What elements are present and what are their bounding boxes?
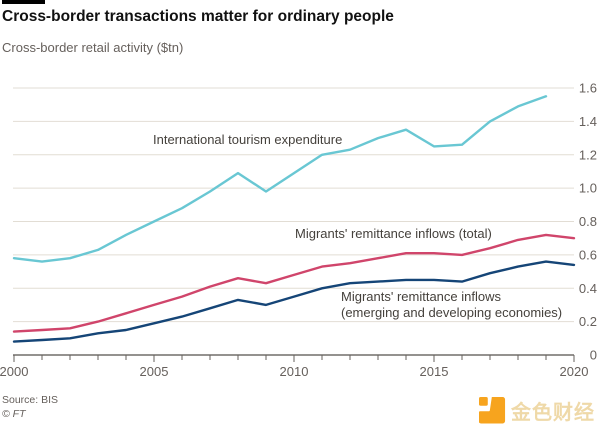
watermark: 金色财经 <box>479 395 595 425</box>
y-tick-label: 1.4 <box>579 114 597 129</box>
chart-subtitle: Cross-border retail activity ($tn) <box>2 40 184 55</box>
y-tick-label: 1.0 <box>579 181 597 196</box>
y-tick-label: 0.6 <box>579 247 597 262</box>
copyright-note: © FT <box>2 408 26 420</box>
y-tick-label: 1.2 <box>579 147 597 162</box>
line-chart: 0 0.2 0.4 0.6 0.8 1.0 1.2 1.4 1.6 2000 2005 2010 201… <box>0 81 597 380</box>
series-line <box>12 95 548 263</box>
source-note: Source: BIS <box>2 394 59 406</box>
x-tick-label: 2020 <box>560 364 589 379</box>
watermark-text: 金色财经 <box>511 401 595 424</box>
x-tick-label: 2015 <box>420 364 449 379</box>
y-tick-label: 0 <box>590 348 597 363</box>
jinse-logo-icon <box>479 396 506 423</box>
y-tick-label: 0.8 <box>579 214 597 229</box>
y-tick-label: 1.6 <box>579 81 597 96</box>
x-tick-label: 2005 <box>140 364 169 379</box>
chart-title: Cross-border transactions matter for ord… <box>2 8 394 25</box>
y-tick-label: 0.4 <box>579 281 597 296</box>
series-line <box>12 233 576 333</box>
series-label-remittance-total: Migrants' remittance inflows (total) <box>295 226 492 241</box>
series-label-tourism: International tourism expenditure <box>153 132 343 147</box>
x-tick-label: 2010 <box>280 364 309 379</box>
series-line <box>12 260 576 343</box>
y-tick-label: 0.2 <box>579 314 597 329</box>
x-tick-label: 2000 <box>0 364 28 379</box>
series-label-remittance-emerging: Migrants' remittance inflows (emerging a… <box>341 289 563 320</box>
title-accent-bar <box>2 0 45 4</box>
